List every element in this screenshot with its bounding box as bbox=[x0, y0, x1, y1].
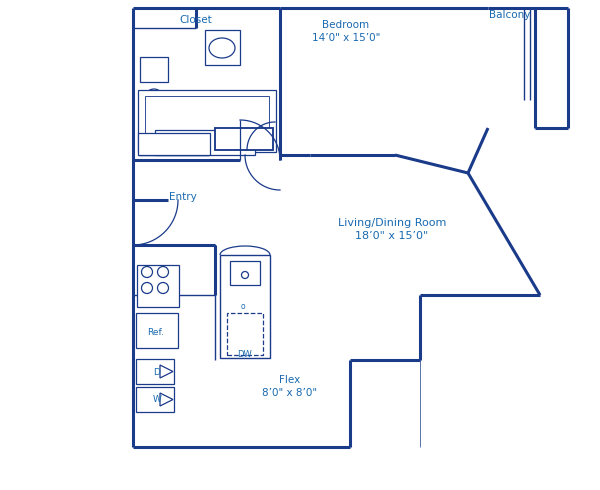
Bar bbox=[215, 128, 273, 150]
Bar bbox=[133, 245, 215, 295]
Text: Flex
8’0" x 8’0": Flex 8’0" x 8’0" bbox=[262, 375, 317, 398]
Bar bbox=[137, 265, 179, 307]
Bar bbox=[136, 313, 178, 348]
Bar bbox=[230, 261, 260, 285]
Text: Living/Dining Room
18’0" x 15’0": Living/Dining Room 18’0" x 15’0" bbox=[338, 218, 446, 241]
Bar bbox=[140, 135, 208, 155]
Bar bbox=[136, 359, 174, 384]
Text: Balcony: Balcony bbox=[490, 10, 530, 20]
Ellipse shape bbox=[209, 38, 235, 58]
Text: Entry: Entry bbox=[169, 192, 197, 202]
Text: Ref.: Ref. bbox=[148, 328, 164, 337]
Ellipse shape bbox=[142, 89, 166, 121]
Bar bbox=[136, 387, 174, 412]
Bar bbox=[155, 130, 255, 155]
Text: DW: DW bbox=[236, 350, 251, 359]
Bar bbox=[138, 133, 210, 155]
Bar bbox=[138, 90, 276, 152]
Text: o: o bbox=[241, 302, 245, 311]
Text: Closet: Closet bbox=[179, 15, 212, 25]
Text: W: W bbox=[152, 395, 161, 404]
Bar bbox=[205, 30, 240, 65]
Bar bbox=[220, 255, 270, 358]
Bar bbox=[140, 57, 168, 82]
Text: D: D bbox=[154, 368, 160, 377]
Bar bbox=[145, 96, 269, 148]
Bar bbox=[227, 313, 263, 355]
Text: Bedroom
14’0" x 15’0": Bedroom 14’0" x 15’0" bbox=[312, 20, 380, 43]
